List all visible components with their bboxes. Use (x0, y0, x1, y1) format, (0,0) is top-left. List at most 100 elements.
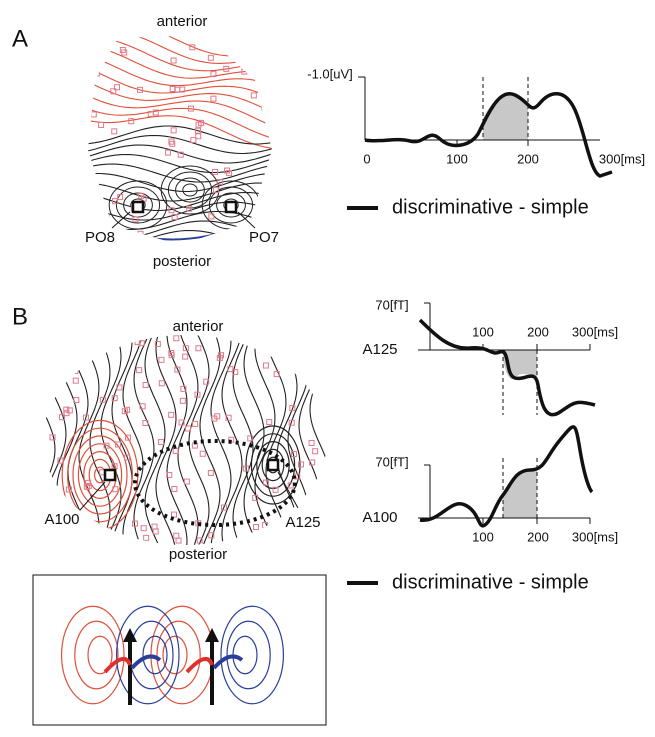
sensor (111, 128, 118, 135)
contour (88, 115, 272, 150)
sensor (151, 523, 158, 530)
sensor (194, 391, 201, 398)
contour (177, 335, 199, 545)
sensor (82, 414, 89, 421)
sensor (72, 377, 79, 384)
sensor (232, 369, 239, 376)
sensor (207, 54, 214, 61)
electrode (131, 200, 145, 214)
sensor (174, 366, 181, 373)
contour (89, 335, 111, 545)
sensor (178, 419, 185, 426)
contour (66, 427, 134, 523)
sensor (140, 525, 147, 532)
sensor (173, 532, 180, 539)
sensor (216, 354, 223, 361)
sensor (103, 215, 110, 222)
sensor (243, 465, 250, 472)
sensor (170, 57, 177, 64)
sensor (63, 410, 70, 417)
sensor (297, 461, 304, 468)
map-bottom-label: posterior (169, 546, 227, 563)
sensor (158, 439, 165, 446)
dipole-schematic (61, 605, 285, 705)
sensor (225, 414, 232, 421)
sensor (308, 439, 315, 446)
sensor (309, 459, 316, 466)
sensor (194, 127, 201, 134)
sensor (124, 406, 131, 413)
sensor (266, 418, 273, 425)
sensor (182, 345, 189, 352)
field-line (220, 605, 285, 705)
sensor (195, 133, 202, 140)
pointer (237, 211, 256, 229)
sensor (164, 149, 171, 156)
sensor (128, 118, 135, 125)
contour (88, 44, 272, 79)
sensor (168, 411, 175, 418)
sensor (182, 353, 189, 360)
sensor (154, 341, 161, 348)
waveform (419, 425, 594, 528)
sensor (147, 110, 154, 117)
sensor (71, 348, 78, 355)
map-top-label: anterior (157, 13, 208, 30)
map-bottom-label: posterior (153, 253, 211, 270)
contour (78, 335, 100, 545)
field-line (61, 605, 125, 705)
sensor (115, 441, 122, 448)
sensor (198, 119, 205, 126)
sensor (103, 442, 110, 449)
arrow-head (205, 628, 219, 642)
current-red (103, 656, 132, 674)
current-red (185, 656, 214, 674)
panel-label: A (12, 25, 28, 52)
sensor (179, 397, 186, 404)
sensor (166, 471, 173, 478)
sensor (171, 213, 178, 220)
sensor (290, 451, 297, 458)
contour (88, 163, 272, 183)
sensor (212, 186, 219, 193)
sensor (214, 413, 221, 420)
sensor (261, 77, 268, 84)
sensor (57, 457, 64, 464)
sensor (170, 127, 177, 134)
field-line (142, 635, 168, 675)
sensor (224, 167, 231, 174)
contour (243, 335, 265, 545)
sensor (183, 478, 190, 485)
sensor (90, 111, 97, 118)
contour (216, 192, 246, 218)
sensor (65, 486, 72, 493)
sensor (262, 479, 269, 486)
sensor (98, 121, 105, 128)
channel-label: A100 (362, 509, 397, 526)
sensor (196, 537, 203, 544)
sensor (117, 194, 124, 201)
contour (265, 335, 287, 545)
sensor (110, 88, 117, 95)
sensor (111, 395, 118, 402)
electrode-label: A125 (285, 514, 320, 531)
sensor (173, 335, 180, 342)
field-line (116, 605, 180, 705)
contour (72, 435, 128, 515)
sensor (208, 532, 215, 539)
sensor (99, 396, 106, 403)
sensor (208, 213, 215, 220)
field-line (87, 635, 113, 675)
sensor (49, 434, 56, 441)
sensor (185, 425, 192, 432)
contour (250, 433, 296, 497)
sensor (58, 414, 65, 421)
sensor (168, 207, 175, 214)
contour (100, 335, 122, 545)
sensor (210, 71, 217, 78)
field-line (162, 635, 188, 675)
contour (166, 335, 188, 545)
sensor (138, 340, 145, 347)
field-line (226, 620, 271, 690)
x-tick-label: 200 (527, 324, 549, 339)
